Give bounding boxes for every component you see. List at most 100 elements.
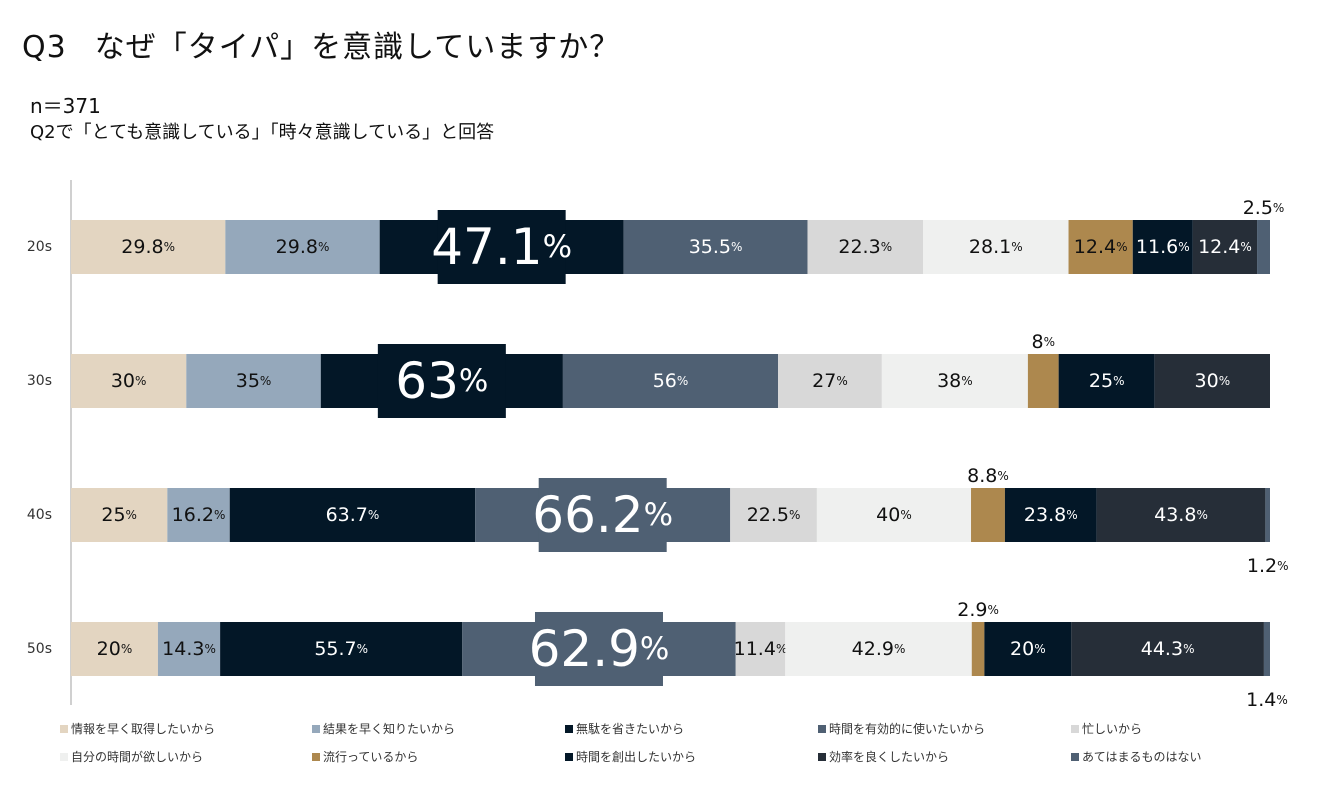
data-label: 30%	[1195, 370, 1231, 392]
bar-segment	[225, 220, 380, 274]
data-label: 1.2%	[1247, 555, 1289, 577]
data-label: 11.4%	[734, 638, 788, 660]
bar-segment	[186, 354, 321, 408]
data-label: 25%	[1089, 370, 1125, 392]
question-number: Q3	[22, 30, 67, 65]
data-label: 55.7%	[314, 638, 368, 660]
bar-segment	[1263, 622, 1270, 676]
data-label: 20%	[1010, 638, 1046, 660]
legend-swatch	[565, 724, 573, 733]
bar-segment	[623, 220, 808, 274]
bar-segment	[71, 622, 158, 676]
legend-item: 無駄を省きたいから	[565, 720, 684, 737]
data-label: 14.3%	[162, 638, 216, 660]
bar-segment	[1058, 354, 1155, 408]
data-label: 25%	[101, 504, 137, 526]
bar-segment	[1027, 354, 1059, 408]
bar-segment	[1265, 488, 1270, 542]
legend-label: 時間を有効的に使いたいから	[829, 722, 986, 736]
data-label: 42.9%	[852, 638, 906, 660]
data-label: 29.8%	[121, 236, 175, 258]
bar-segment	[785, 622, 972, 676]
bar-segment	[922, 220, 1069, 274]
highlight-box	[377, 344, 506, 418]
highlight-value-label: 63%	[395, 352, 488, 410]
bar-segment	[1068, 220, 1133, 274]
bar-segment	[157, 622, 221, 676]
highlight-box	[534, 612, 663, 686]
bar-segment	[1004, 488, 1097, 542]
y-tick-label: 30s	[27, 373, 52, 389]
legend-label: 自分の時間が欲しいから	[71, 750, 204, 764]
data-label: 22.5%	[747, 504, 801, 526]
highlight-value-label: 62.9%	[529, 620, 670, 678]
legend-label: 無駄を省きたいから	[576, 722, 685, 736]
y-tick-label: 50s	[27, 641, 52, 657]
legend-item: 流行っているから	[312, 748, 418, 765]
y-tick-label: 40s	[27, 507, 52, 523]
legend-swatch	[1071, 724, 1079, 733]
bar-segment	[1096, 488, 1266, 542]
bar-segment	[167, 488, 230, 542]
bar-segment	[735, 622, 786, 676]
legend-swatch	[60, 752, 68, 761]
data-label: 12.4%	[1074, 236, 1128, 258]
legend-swatch	[818, 724, 826, 733]
legend-label: 結果を早く知りたいから	[323, 722, 456, 736]
legend-item: 時間を創出したいから	[565, 748, 696, 765]
data-label: 38%	[937, 370, 973, 392]
bar-segment	[730, 488, 817, 542]
data-label: 27%	[812, 370, 848, 392]
legend-label: 流行っているから	[323, 750, 419, 764]
bar-segment	[971, 622, 985, 676]
bar-segment	[71, 220, 226, 274]
legend-item: 効率を良くしたいから	[818, 748, 949, 765]
legend-item: あてはまるものはない	[1071, 748, 1202, 765]
data-label: 44.3%	[1141, 638, 1195, 660]
data-label: 2.5%	[1243, 197, 1285, 219]
legend-item: 情報を早く取得したいから	[60, 720, 215, 737]
bar-segment	[1257, 220, 1270, 274]
bar-segment	[1132, 220, 1193, 274]
legend: 情報を早く取得したいから 結果を早く知りたいから 無駄を省きたいから 時間を有効的に使…	[60, 720, 1320, 780]
legend-item: 時間を有効的に使いたいから	[818, 720, 985, 737]
data-label: 23.8%	[1024, 504, 1078, 526]
stacked-bar-chart: 20s 29.8% 29.8% 47.1% 35.5% 22.3% 28.1% 12.4% 11…	[27, 180, 1289, 711]
legend-label: 忙しいから	[1082, 722, 1143, 736]
sample-size: n＝371	[30, 94, 101, 118]
data-label: 1.4%	[1246, 689, 1288, 711]
data-label: 63.7%	[326, 504, 380, 526]
data-label: 35.5%	[689, 236, 743, 258]
bar-segment	[220, 622, 463, 676]
data-label: 8.8%	[967, 465, 1009, 487]
data-label: 40%	[876, 504, 912, 526]
legend-item: 自分の時間が欲しいから	[60, 748, 203, 765]
data-label: 20%	[97, 638, 133, 660]
data-label: 30%	[111, 370, 147, 392]
bar-segment	[229, 488, 476, 542]
legend-swatch	[565, 752, 573, 761]
legend-swatch	[1071, 752, 1079, 761]
highlight-value-label: 47.1%	[431, 218, 572, 276]
data-label: 22.3%	[838, 236, 892, 258]
bar-segment	[71, 354, 187, 408]
legend-item: 結果を早く知りたいから	[312, 720, 455, 737]
bar-segment	[984, 622, 1072, 676]
highlight-box	[538, 478, 667, 552]
bar-segment	[881, 354, 1028, 408]
chart-title: Q3 なぜ「タイパ」を意識していますか？	[22, 22, 620, 66]
data-label: 16.2%	[172, 504, 226, 526]
data-label: 2.9%	[957, 599, 999, 621]
bar-segment	[1071, 622, 1264, 676]
bar-segment	[971, 488, 1005, 542]
bar-segment	[807, 220, 923, 274]
data-label: 56%	[653, 370, 689, 392]
question-text: なぜ「タイパ」を意識していますか？	[94, 30, 621, 65]
data-label: 11.6%	[1136, 236, 1190, 258]
legend-swatch	[312, 752, 320, 761]
legend-label: あてはまるものはない	[1082, 750, 1202, 764]
bar-segment	[816, 488, 972, 542]
legend-label: 効率を良くしたいから	[829, 750, 950, 764]
y-tick-label: 20s	[27, 239, 52, 255]
data-label: 29.8%	[276, 236, 330, 258]
